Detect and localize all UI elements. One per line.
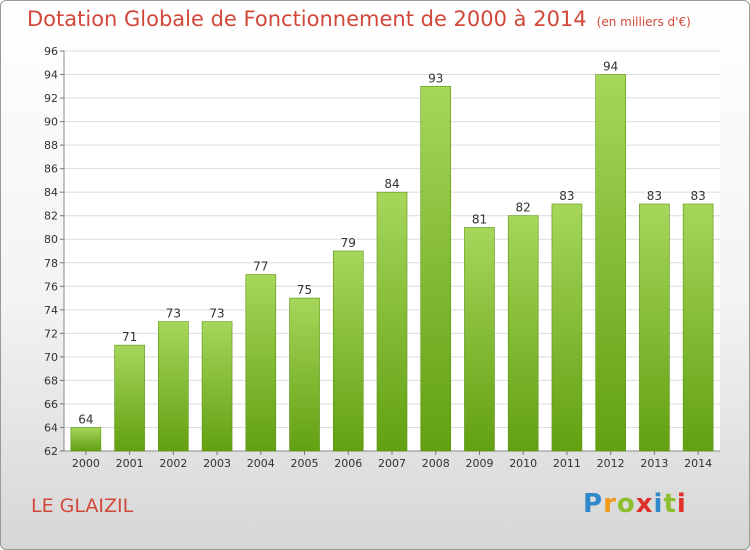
x-tick-label-2004: 2004 bbox=[247, 457, 275, 470]
x-tick-label-2000: 2000 bbox=[72, 457, 100, 470]
commune-name: LE GLAIZIL bbox=[31, 495, 134, 517]
data-label-2014: 83 bbox=[690, 189, 705, 203]
bar-2004 bbox=[245, 274, 277, 452]
chart-subtitle: (en milliers d'€) bbox=[596, 15, 691, 29]
y-tick-label: 96 bbox=[44, 45, 58, 58]
data-label-2002: 73 bbox=[166, 307, 181, 321]
x-tick-label-2001: 2001 bbox=[116, 457, 144, 470]
y-tick-label: 86 bbox=[44, 163, 58, 176]
bar-2010 bbox=[507, 215, 539, 452]
proxiti-logo: Proxiti bbox=[583, 489, 687, 519]
bar-2007 bbox=[376, 191, 408, 452]
chart-title-text: Dotation Globale de Fonctionnement de 20… bbox=[27, 7, 587, 31]
y-tick-label: 82 bbox=[44, 210, 58, 223]
logo-letter: r bbox=[603, 489, 617, 519]
data-label-2007: 84 bbox=[384, 177, 399, 191]
logo-letter: P bbox=[583, 489, 604, 519]
y-tick-label: 78 bbox=[44, 257, 58, 270]
bar-2000 bbox=[70, 427, 102, 452]
y-tick-label: 66 bbox=[44, 398, 58, 411]
y-tick-label: 90 bbox=[44, 116, 58, 129]
y-tick-label: 62 bbox=[44, 445, 58, 458]
data-label-2003: 73 bbox=[209, 307, 224, 321]
logo-letter: i bbox=[653, 489, 664, 519]
data-label-2012: 94 bbox=[603, 60, 618, 74]
x-tick-label-2011: 2011 bbox=[553, 457, 581, 470]
y-tick-label: 94 bbox=[44, 69, 58, 82]
bar-2001 bbox=[114, 344, 145, 452]
x-tick-label-2014: 2014 bbox=[684, 457, 712, 470]
y-tick-label: 76 bbox=[44, 280, 58, 293]
x-tick-label-2009: 2009 bbox=[465, 457, 493, 470]
data-label-2000: 64 bbox=[78, 412, 93, 426]
y-tick-label: 64 bbox=[44, 421, 58, 434]
bar-2008 bbox=[420, 85, 452, 452]
data-label-2010: 82 bbox=[516, 201, 531, 215]
x-tick-label-2005: 2005 bbox=[291, 457, 319, 470]
data-label-2013: 83 bbox=[647, 189, 662, 203]
data-label-2006: 79 bbox=[341, 236, 356, 250]
y-tick-label: 92 bbox=[44, 92, 58, 105]
x-tick-label-2002: 2002 bbox=[159, 457, 187, 470]
x-tick-label-2006: 2006 bbox=[334, 457, 362, 470]
x-tick-label-2013: 2013 bbox=[640, 457, 668, 470]
bar-2013 bbox=[639, 203, 670, 452]
x-tick-label-2007: 2007 bbox=[378, 457, 406, 470]
y-tick-label: 74 bbox=[44, 304, 58, 317]
bar-2009 bbox=[464, 227, 495, 452]
logo-letter: o bbox=[616, 489, 636, 519]
data-label-2004: 77 bbox=[253, 260, 268, 274]
logo-letter: x bbox=[635, 489, 654, 519]
x-tick-label-2010: 2010 bbox=[509, 457, 537, 470]
bar-2003 bbox=[201, 321, 233, 452]
bar-2011 bbox=[551, 203, 583, 452]
data-label-2001: 71 bbox=[122, 330, 137, 344]
data-label-2011: 83 bbox=[559, 189, 574, 203]
bar-2006 bbox=[332, 250, 364, 452]
y-tick-label: 84 bbox=[44, 186, 58, 199]
chart-title: Dotation Globale de Fonctionnement de 20… bbox=[27, 7, 691, 31]
y-tick-label: 88 bbox=[44, 139, 58, 152]
logo-letter: t bbox=[663, 489, 677, 519]
x-tick-label-2012: 2012 bbox=[597, 457, 625, 470]
bar-2014 bbox=[682, 203, 714, 452]
y-tick-label: 80 bbox=[44, 233, 58, 246]
y-tick-label: 72 bbox=[44, 327, 58, 340]
x-tick-label-2008: 2008 bbox=[422, 457, 450, 470]
y-tick-label: 68 bbox=[44, 374, 58, 387]
bar-2005 bbox=[289, 297, 320, 452]
logo-letter: i bbox=[676, 489, 687, 519]
data-label-2009: 81 bbox=[472, 212, 487, 226]
bar-2002 bbox=[158, 321, 189, 452]
data-label-2008: 93 bbox=[428, 71, 443, 85]
bar-2012 bbox=[595, 74, 626, 452]
data-label-2005: 75 bbox=[297, 283, 312, 297]
y-tick-label: 70 bbox=[44, 351, 58, 364]
x-tick-label-2003: 2003 bbox=[203, 457, 231, 470]
